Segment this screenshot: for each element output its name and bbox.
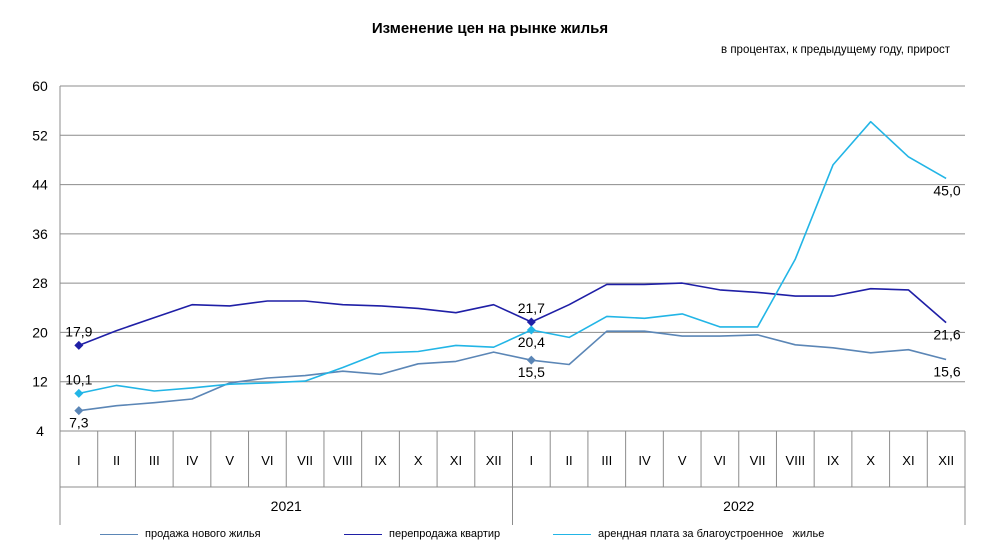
legend-label: арендная плата за благоустроенное жилье [598,528,825,540]
data-point-marker [526,325,536,335]
data-label: 20,4 [518,334,545,350]
legend-item-rent: арендная плата за благоустроенное жилье [553,528,824,540]
x-tick-label: X [866,453,875,468]
year-label: 2021 [271,498,302,514]
legend-label: перепродажа квартир [389,528,501,540]
legend-item-resale: перепродажа квартир [344,528,500,540]
data-label: 21,7 [518,300,545,316]
x-tick-label: III [601,453,612,468]
data-point-marker [74,340,84,350]
x-tick-label: II [565,453,572,468]
series-line-2 [78,120,947,395]
data-label: 45,0 [933,182,960,198]
x-tick-label: XI [450,453,462,468]
y-tick-label: 20 [32,324,48,340]
series-line-0 [78,330,947,412]
x-tick-label: XII [486,453,502,468]
legend-label: продажа нового жилья [145,528,261,540]
y-tick-label: 44 [32,177,48,193]
x-tick-label: V [225,453,234,468]
x-tick-label: III [149,453,160,468]
x-tick-label: VIII [786,453,806,468]
x-tick-label: VIII [333,453,353,468]
data-label: 21,6 [933,327,960,343]
x-tick-label: IX [827,453,840,468]
data-label: 7,3 [69,415,89,431]
year-label: 2022 [723,498,754,514]
y-tick-label: 36 [32,226,48,242]
data-point-marker [526,317,536,327]
x-tick-label: IX [374,453,387,468]
legend-swatch [553,533,591,535]
y-tick-label: 60 [32,78,48,94]
data-point-marker [74,406,84,416]
legend-swatch [344,533,382,535]
x-tick-label: I [77,453,81,468]
data-label: 15,6 [933,364,960,380]
data-label: 10,1 [65,371,92,387]
data-point-marker [74,388,84,398]
y-tick-label: 28 [32,275,48,291]
series-line-1 [78,282,947,347]
x-tick-label: X [414,453,423,468]
x-tick-label: VI [714,453,726,468]
data-label: 15,5 [518,364,545,380]
y-tick-label: 12 [32,374,48,390]
x-tick-label: IV [186,453,199,468]
data-label: 17,9 [65,323,92,339]
chart-subtitle: в процентах, к предыдущему году, прирост [721,44,950,56]
legend-item-new-housing: продажа нового жилья [100,528,261,540]
chart-title: Изменение цен на рынке жилья [371,20,609,37]
x-tick-label: XI [902,453,914,468]
data-point-marker [526,355,536,365]
x-tick-label: I [530,453,534,468]
x-tick-label: XII [938,453,954,468]
x-tick-label: VII [297,453,313,468]
x-tick-label: VII [750,453,766,468]
legend-swatch [100,533,138,535]
x-tick-label: IV [638,453,651,468]
x-tick-label: II [113,453,120,468]
y-tick-label: 4 [36,423,44,439]
x-tick-label: V [678,453,687,468]
y-tick-label: 52 [32,127,48,143]
x-tick-label: VI [261,453,273,468]
